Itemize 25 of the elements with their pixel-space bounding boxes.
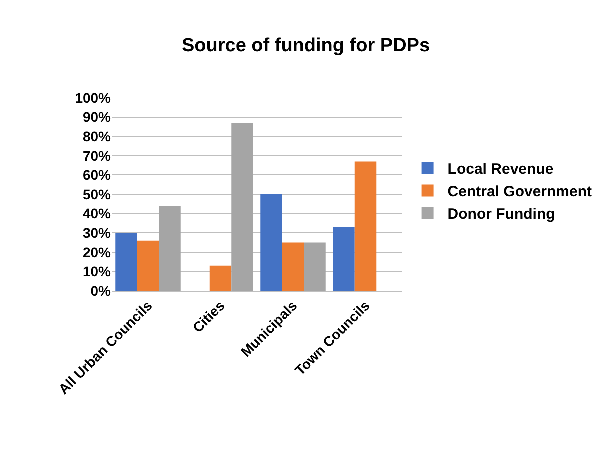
bar [333,227,355,291]
legend-label: Local Revenue [448,161,554,178]
bar [116,233,138,291]
bar [260,194,282,291]
chart-title: Source of funding for PDPs [182,36,430,57]
y-tick-label: 50% [82,186,112,202]
y-tick-label: 100% [75,90,112,106]
legend-label: Central Government [448,184,592,201]
y-tick-label: 0% [90,282,112,299]
bar [354,162,377,291]
y-tick-label: 20% [82,244,112,260]
y-tick-label: 60% [82,167,112,184]
y-tick-label: 40% [82,206,112,222]
y-tick-label: 70% [82,148,112,164]
bar [232,123,254,291]
legend-label: Donor Funding [448,206,556,224]
bar [137,240,160,291]
y-tick-label: 90% [82,109,112,126]
bar [282,242,304,291]
y-tick-label: 80% [82,128,112,144]
y-tick-label: 30% [82,225,112,241]
y-tick-label: 10% [82,264,112,280]
bar [159,206,181,291]
bar [210,266,232,291]
bar [304,242,326,291]
